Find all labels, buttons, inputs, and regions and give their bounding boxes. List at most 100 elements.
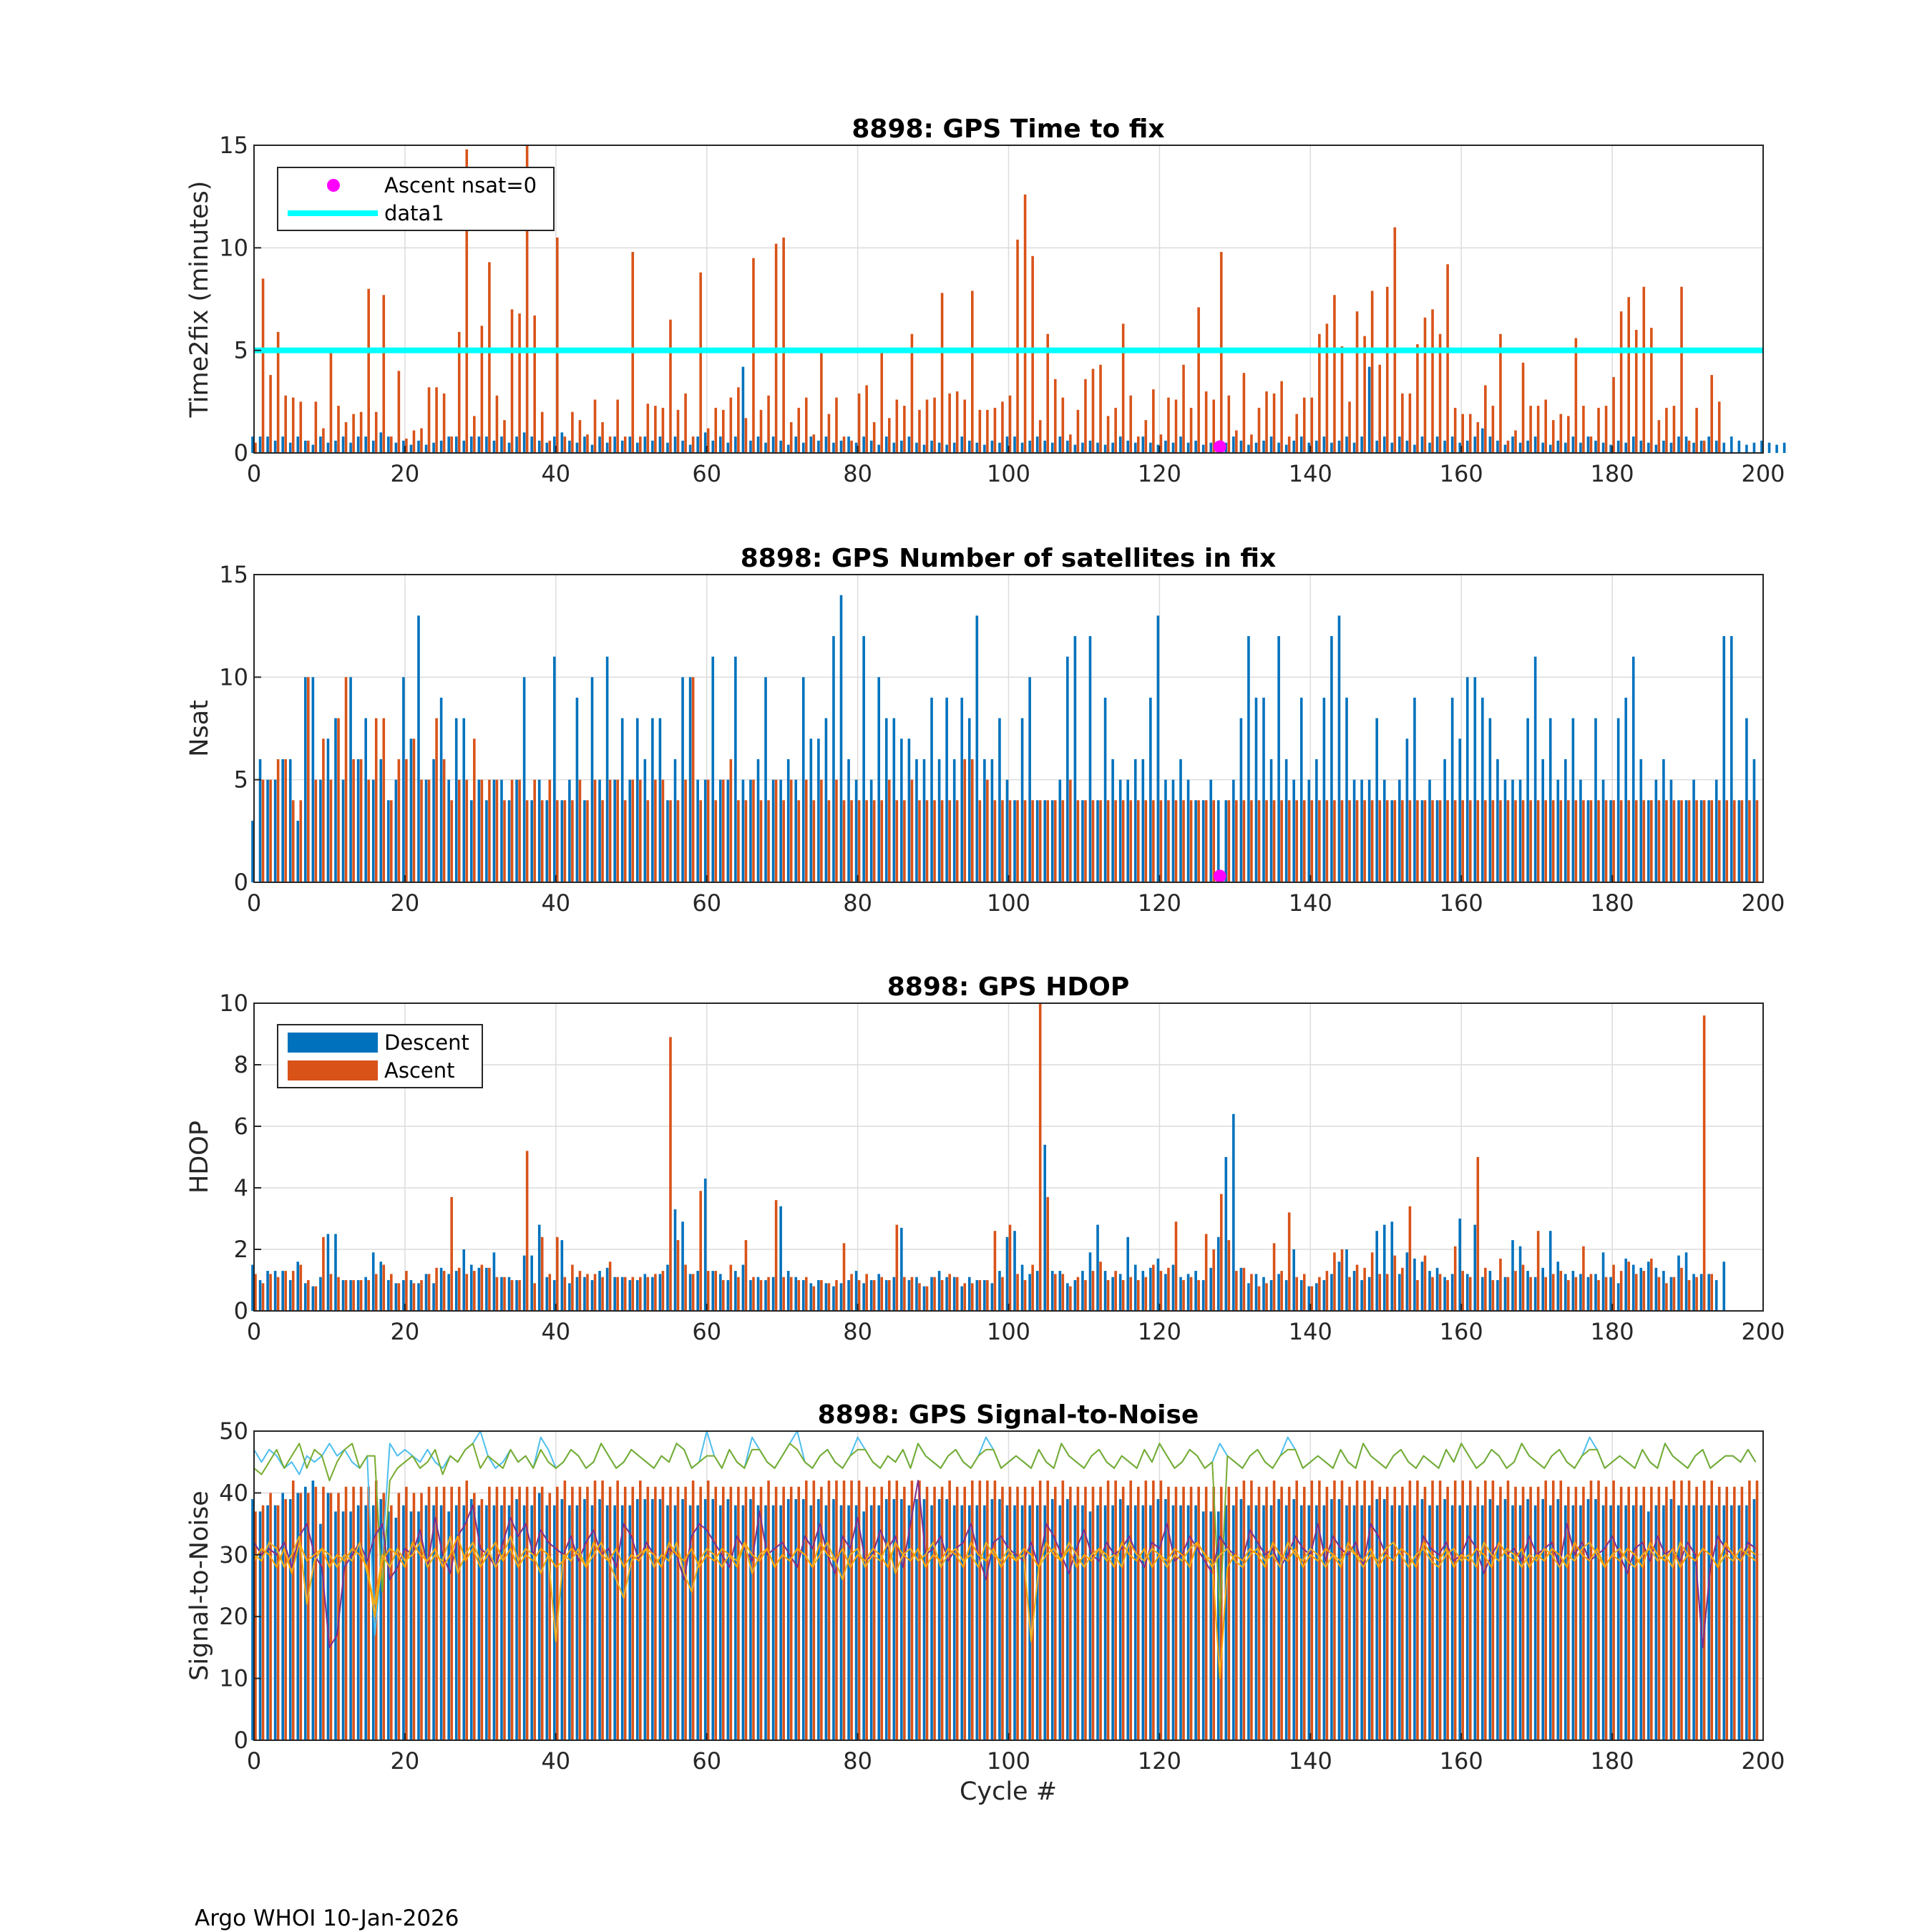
- x-tick-label: 0: [247, 460, 261, 487]
- ascent-bar: [608, 1486, 612, 1740]
- ascent-bar: [827, 800, 831, 882]
- descent-bar: [613, 436, 616, 453]
- descent-bar: [1473, 436, 1477, 453]
- ascent-bar: [948, 1480, 951, 1740]
- ascent-bar: [1521, 1486, 1525, 1740]
- ascent-bar: [1219, 1486, 1223, 1740]
- ascent-bar: [1438, 1480, 1442, 1740]
- descent-bar: [522, 1255, 526, 1311]
- descent-bar: [877, 1274, 881, 1311]
- ascent-bar: [457, 331, 461, 453]
- ascent-bar: [473, 1271, 476, 1311]
- ascent-bar: [623, 1486, 627, 1740]
- descent-bar: [786, 759, 790, 882]
- descent-bar: [334, 718, 337, 882]
- ascent-bar: [495, 779, 499, 882]
- panel-title: 8898: GPS Number of satellites in fix: [741, 544, 1277, 573]
- descent-bar: [1367, 1277, 1371, 1311]
- descent-bar: [1647, 1511, 1650, 1740]
- ascent-bar: [970, 1480, 974, 1740]
- descent-bar: [522, 1505, 526, 1740]
- y-tick-label: 8: [234, 1051, 248, 1078]
- ascent-bar: [608, 779, 612, 882]
- descent-bar: [1662, 1271, 1665, 1311]
- ascent-bar: [276, 1505, 280, 1740]
- descent-bar: [485, 436, 488, 453]
- ascent-bar: [1521, 800, 1525, 882]
- descent-bar: [1526, 440, 1529, 453]
- descent-bar: [500, 1277, 503, 1311]
- descent-bar: [1352, 1505, 1356, 1740]
- ascent-bar: [729, 1264, 733, 1311]
- y-tick-label: 2: [234, 1236, 248, 1263]
- ascent-bar: [1136, 436, 1140, 453]
- ascent-bar: [1076, 800, 1080, 882]
- ascent-bar: [1061, 800, 1065, 882]
- ascent-bar: [1265, 800, 1268, 882]
- descent-bar: [545, 442, 549, 453]
- ascent-bar: [1589, 436, 1593, 453]
- ascent-bar: [1484, 1267, 1487, 1311]
- ascent-bar: [518, 1280, 521, 1311]
- ascent-bar: [820, 1280, 823, 1311]
- ascent-bar: [691, 677, 695, 882]
- ascent-bar: [1468, 1277, 1472, 1311]
- descent-bar: [409, 1511, 413, 1740]
- ascent-bar: [1008, 395, 1012, 453]
- bars: [251, 145, 1786, 454]
- ascent-bar: [1544, 1480, 1547, 1740]
- descent-bar: [1292, 1249, 1295, 1311]
- x-tick-label: 140: [1289, 460, 1332, 487]
- descent-bar: [1133, 442, 1137, 453]
- ascent-bar: [1476, 1157, 1480, 1311]
- descent-bar: [907, 1505, 911, 1740]
- ascent-bar: [374, 411, 378, 453]
- descent-bar: [636, 442, 639, 453]
- descent-bar: [1179, 436, 1182, 453]
- descent-bar: [537, 1224, 541, 1311]
- descent-bar: [718, 1274, 722, 1311]
- descent-bar: [726, 1499, 730, 1740]
- ascent-bar: [1106, 1480, 1110, 1740]
- ascent-bar: [1642, 1486, 1646, 1740]
- ascent-bar: [465, 1274, 469, 1311]
- descent-bar: [1269, 1280, 1273, 1311]
- descent-bar: [1337, 615, 1341, 882]
- ascent-bar: [774, 1200, 778, 1311]
- descent-bar: [1035, 800, 1039, 882]
- ascent-bar: [1197, 1486, 1200, 1740]
- x-tick-label: 180: [1591, 1318, 1634, 1345]
- ascent-bar: [291, 397, 295, 453]
- legend-box: [277, 167, 555, 231]
- descent-bar: [364, 1277, 367, 1311]
- ascent-bar: [1355, 1264, 1359, 1311]
- ascent-bar: [1657, 1277, 1661, 1311]
- ascent-bar: [722, 1280, 725, 1311]
- descent-bar: [1073, 1505, 1077, 1740]
- ascent-bar: [1152, 1264, 1155, 1311]
- descent-bar: [1699, 440, 1703, 453]
- descent-bar: [560, 800, 564, 882]
- ascent-bar: [1257, 1486, 1261, 1740]
- snr-panel: 0 20 40 60 80 100 120 140 160 180 200 01020304050 …: [185, 1400, 1785, 1806]
- ascent-bar: [1136, 800, 1140, 882]
- legend-swatch-descent: [288, 1033, 378, 1053]
- descent-bar: [1141, 1505, 1145, 1740]
- bars: [251, 1003, 1726, 1311]
- ascent-bar: [910, 333, 914, 453]
- ascent-bar: [442, 1486, 446, 1740]
- descent-bar: [1050, 442, 1054, 453]
- ascent-bar: [1242, 373, 1246, 453]
- descent-bar: [809, 436, 813, 453]
- ascent-bar: [254, 1274, 257, 1311]
- ascent-bar: [1204, 391, 1208, 453]
- descent-bar: [288, 1499, 292, 1740]
- descent-bar: [915, 1499, 918, 1740]
- ascent-bar: [691, 1480, 695, 1740]
- descent-bar: [1398, 1274, 1401, 1311]
- descent-bar: [1609, 1277, 1612, 1311]
- ascent-bar: [601, 1277, 604, 1311]
- ascent-bar: [1325, 1486, 1329, 1740]
- descent-bar: [492, 779, 496, 882]
- descent-bar: [1548, 718, 1552, 882]
